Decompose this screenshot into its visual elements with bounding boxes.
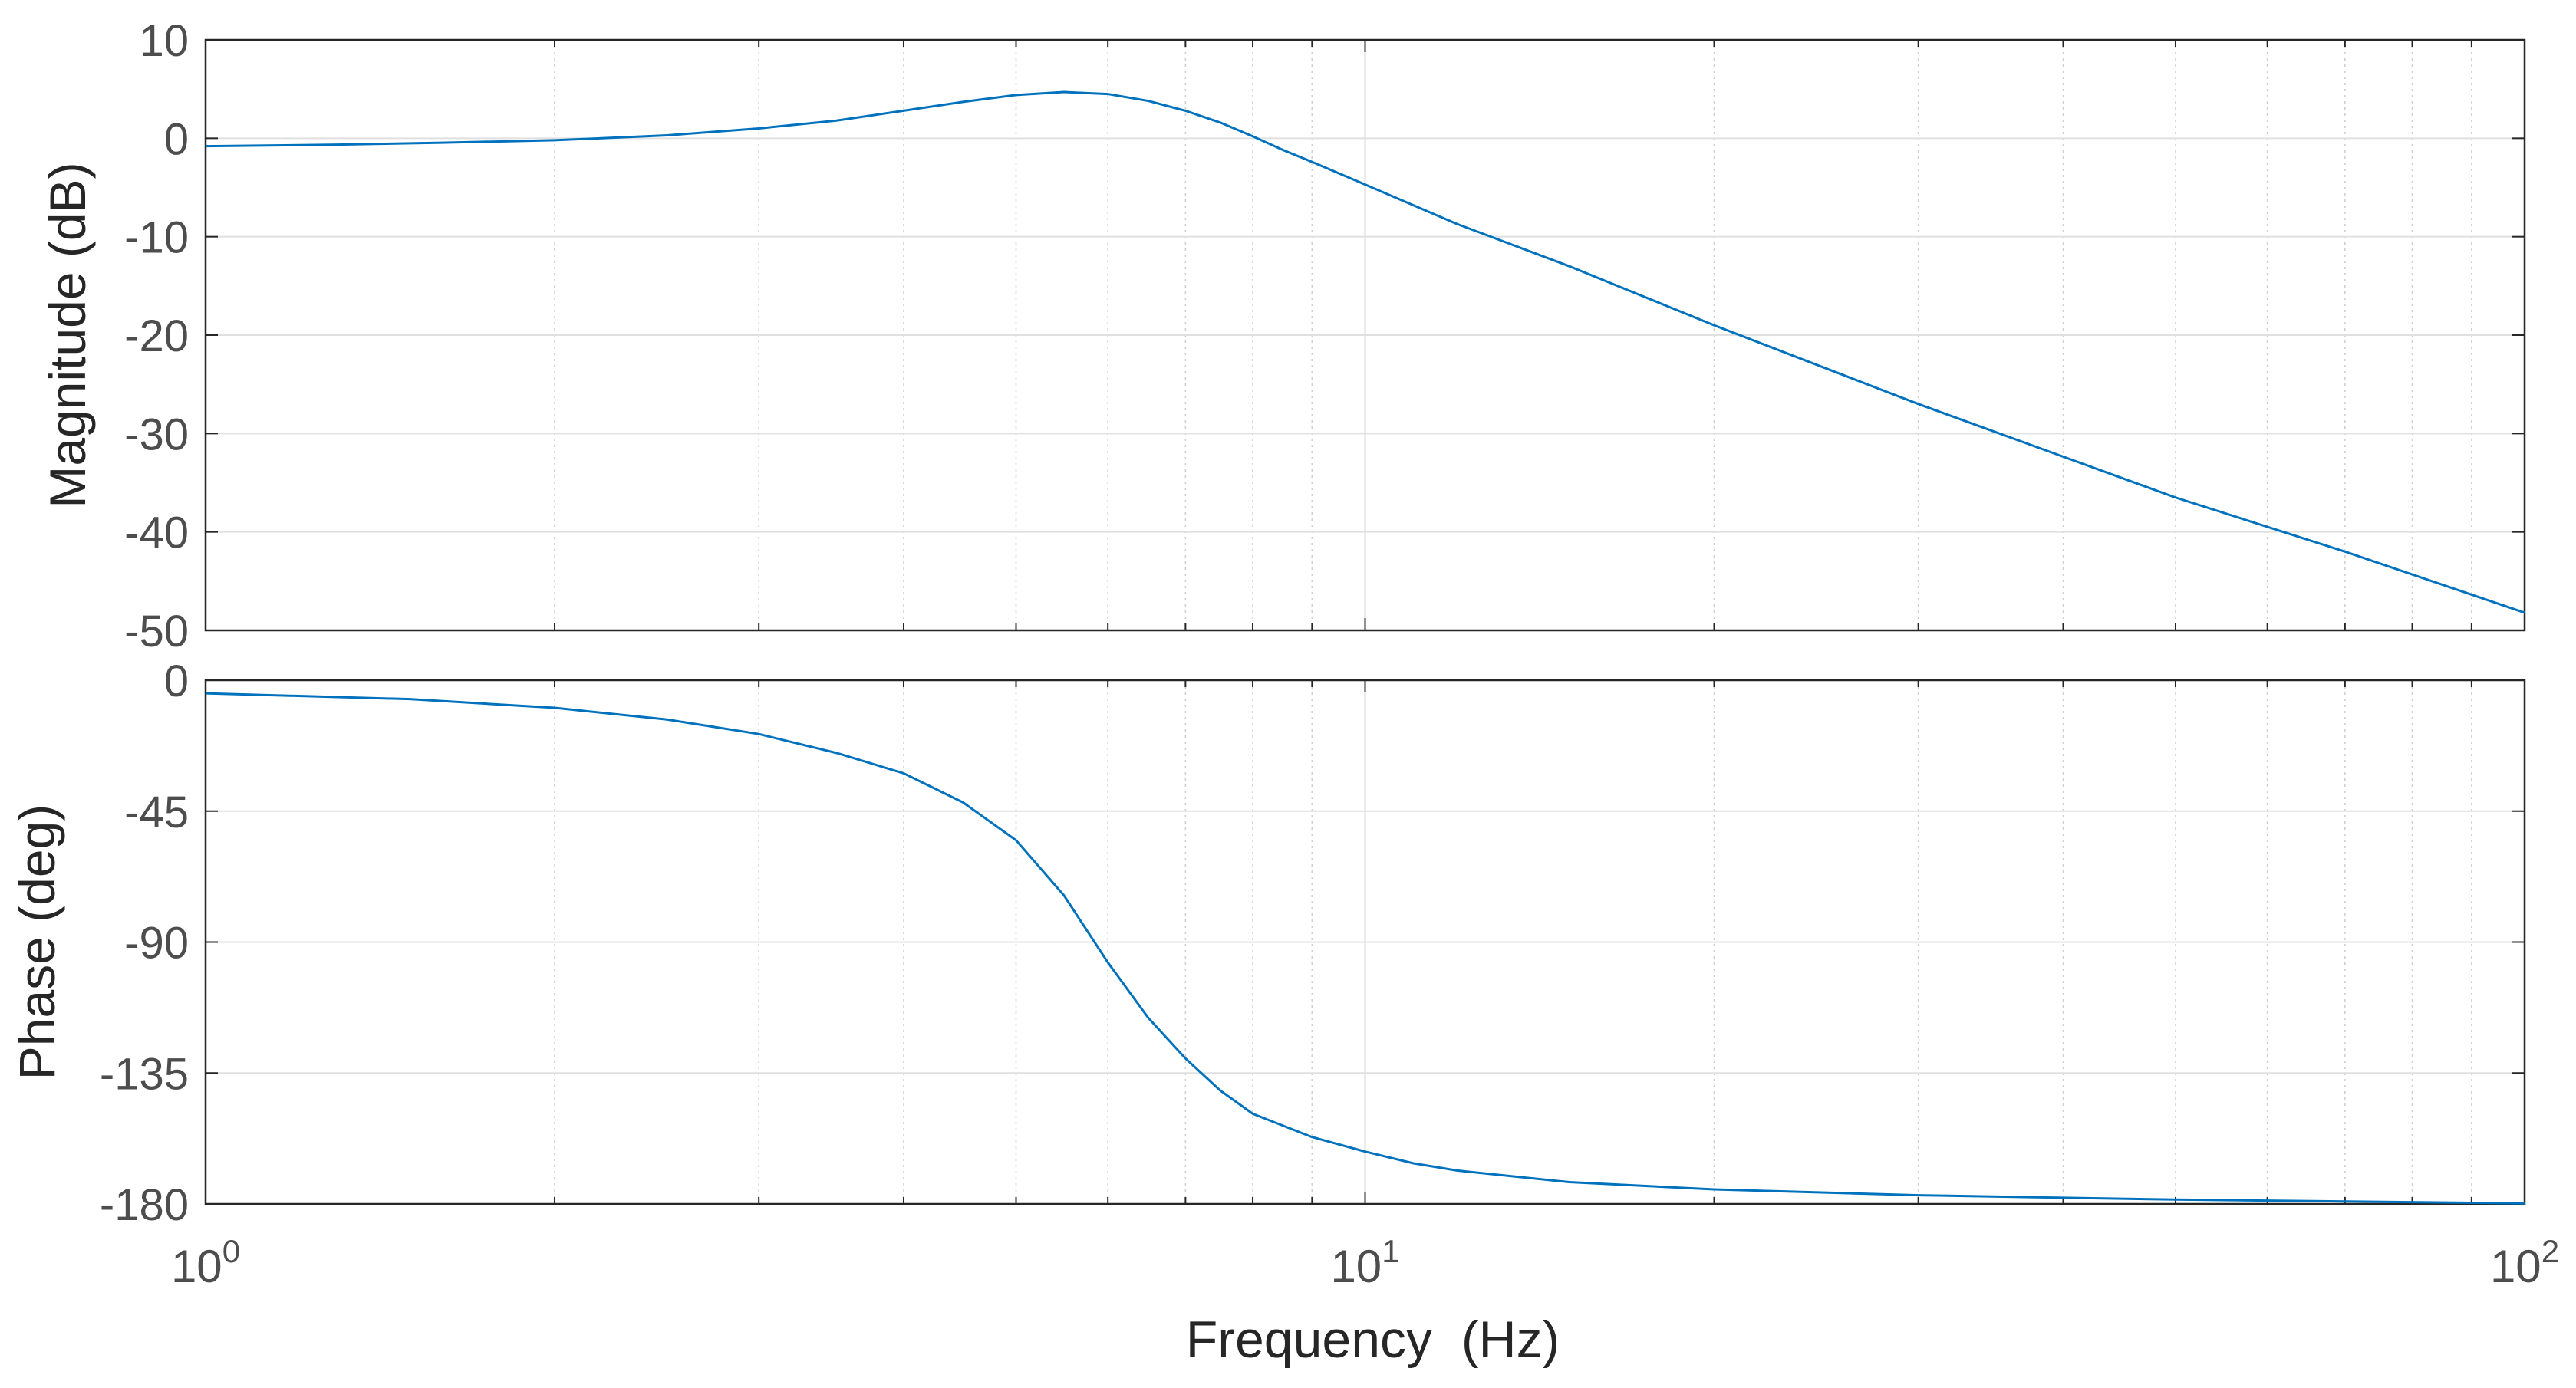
- phase-y-tick-label: -90: [124, 919, 189, 969]
- magnitude-y-tick-label: 10: [139, 16, 189, 66]
- magnitude-y-tick-label: -50: [124, 607, 189, 656]
- magnitude-y-tick-label: -10: [124, 213, 189, 263]
- magnitude-panel: 10 0 -10 -20 -30 -40 -50 Magnitude (dB): [39, 16, 2526, 656]
- phase-y-tick-labels: 0 -45 -90 -135 -180: [100, 656, 189, 1230]
- phase-y-tick-label: -45: [124, 788, 189, 837]
- phase-series-line: [205, 692, 2525, 1205]
- phase-panel: 0 -45 -90 -135 -180 Phase (deg) 100 101 102 Fr…: [8, 656, 2559, 1369]
- x-tick-label: 102: [2490, 1233, 2559, 1292]
- phase-y-tick-label: -180: [100, 1180, 189, 1230]
- magnitude-y-tick-label: -40: [124, 508, 189, 558]
- phase-y-tick-label: -135: [100, 1049, 189, 1099]
- magnitude-y-axis-label: Magnitude (dB): [39, 162, 96, 508]
- magnitude-y-tick-label: -20: [124, 311, 189, 361]
- x-tick-label: 101: [1330, 1233, 1399, 1292]
- x-tick-label: 100: [171, 1233, 240, 1292]
- magnitude-grid: [206, 40, 2525, 630]
- magnitude-y-tick-label: 0: [164, 114, 189, 164]
- magnitude-y-tick-labels: 10 0 -10 -20 -30 -40 -50: [124, 16, 189, 656]
- magnitude-series-line: [205, 90, 2525, 614]
- phase-y-axis-label: Phase (deg): [8, 804, 65, 1080]
- magnitude-y-tick-label: -30: [124, 409, 189, 459]
- phase-grid: [206, 680, 2525, 1204]
- phase-y-tick-label: 0: [164, 656, 189, 706]
- x-axis-label: Frequency (Hz): [1186, 1311, 1560, 1369]
- magnitude-ticks: [205, 39, 2525, 631]
- x-tick-labels: 100 101 102: [171, 1233, 2559, 1292]
